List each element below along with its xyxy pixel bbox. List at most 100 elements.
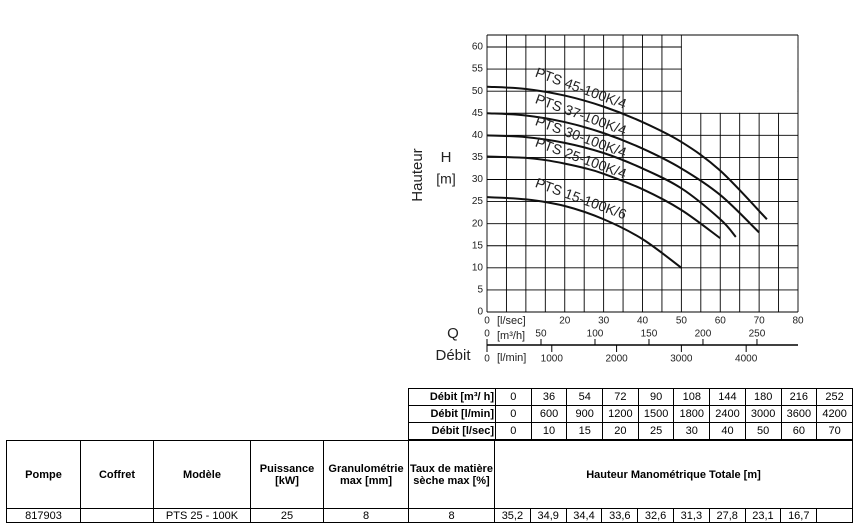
x2-tick-label: 0 — [484, 329, 490, 340]
x2-tick-label: 100 — [587, 329, 604, 340]
column-header: Coffret — [80, 440, 154, 509]
cell: 16,7 — [780, 508, 818, 523]
x3-tick-label: 4000 — [735, 354, 758, 365]
flow-header: Débit [l/sec] — [408, 422, 496, 440]
curve — [486, 85, 768, 220]
flow-cell: 3600 — [780, 405, 818, 423]
cell — [80, 508, 154, 523]
column-header: Pompe — [6, 440, 81, 509]
x-unit: [l/sec] — [497, 315, 526, 327]
y-tick-label: 5 — [477, 285, 483, 296]
flow-cell: 216 — [780, 388, 818, 406]
y-tick-label: 15 — [472, 240, 484, 251]
flow-cell: 600 — [530, 405, 568, 423]
cell: 25 — [250, 508, 324, 523]
blank-area — [681, 35, 798, 113]
y-tick-label: 35 — [472, 152, 484, 163]
flow-cell: 2400 — [709, 405, 746, 423]
x-tick-label: 0 — [484, 316, 490, 327]
x-tick-label: 20 — [559, 316, 571, 327]
chart: Hauteur H [m] Q Débit 0 5 10 15 20 25 30 35 40 45… — [409, 34, 804, 365]
x2-tick-label: 200 — [695, 329, 712, 340]
x2-tick-label: 50 — [535, 329, 547, 340]
curve-label: PTS 15-100K/6 — [533, 174, 629, 222]
flow-cell: 3000 — [744, 405, 782, 423]
x-tick-label: 80 — [792, 316, 804, 327]
x3-tick-label: 1000 — [541, 354, 564, 365]
curve — [486, 134, 737, 238]
flow-cell: 0 — [495, 422, 532, 440]
flow-cell: 0 — [495, 405, 532, 423]
cell: 31,3 — [672, 508, 710, 523]
y-tick-label: 60 — [472, 42, 484, 53]
y-tick-label: 20 — [472, 218, 484, 229]
curve — [486, 155, 721, 240]
flow-cell: 70 — [816, 422, 853, 440]
flow-cell: 15 — [566, 422, 604, 440]
flow-cell: 900 — [566, 405, 604, 423]
column-header: Hauteur Manométrique Totale [m] — [494, 440, 853, 509]
flow-cell: 40 — [709, 422, 746, 440]
cell: 23,1 — [744, 508, 782, 523]
cell: 817903 — [6, 508, 81, 523]
x3-tick-label: 0 — [484, 354, 490, 365]
y-tick-label: 55 — [472, 64, 484, 75]
cell: 34,9 — [529, 508, 567, 523]
y-tick-label: 10 — [472, 262, 484, 273]
x-tick-label: 50 — [676, 316, 688, 327]
x3-tick-label: 3000 — [670, 354, 693, 365]
x2-tick-label: 250 — [749, 329, 766, 340]
curve — [486, 196, 682, 269]
x3-unit: [l/min] — [497, 352, 526, 364]
column-header: Modèle — [153, 440, 251, 509]
y-tick-label: 40 — [472, 130, 484, 141]
flow-table: Débit [m³/ h] 0 36 54 72 90 108 144 180 216 252 Déb… — [408, 388, 853, 440]
y-tick-label: 0 — [477, 307, 483, 318]
pump-table: Pompe Coffret Modèle Puissance [kW] Granulom… — [6, 440, 853, 523]
flow-header: Débit [l/min] — [408, 405, 496, 423]
y-tick-label: 50 — [472, 86, 484, 97]
y-label: Hauteur — [409, 148, 426, 201]
x2-tick-label: 150 — [641, 329, 658, 340]
x-tick-label: 60 — [715, 316, 727, 327]
cell: 35,2 — [494, 508, 531, 523]
flow-cell: 1200 — [602, 405, 639, 423]
flow-cell: 1800 — [673, 405, 711, 423]
flow-cell: 20 — [602, 422, 639, 440]
x3-tick-label: 2000 — [605, 354, 628, 365]
column-header: Puissance [kW] — [250, 440, 324, 509]
cell: 27,8 — [708, 508, 746, 523]
cell: 8 — [323, 508, 409, 523]
cell: 32,6 — [637, 508, 674, 523]
y-tick-label: 30 — [472, 174, 484, 185]
flow-cell: 50 — [744, 422, 782, 440]
flow-cell: 180 — [744, 388, 782, 406]
y-tick-label: 25 — [472, 196, 484, 207]
x2-unit: [m³/h] — [497, 330, 525, 342]
y-tick-label: 45 — [472, 108, 484, 119]
flow-header: Débit [m³/ h] — [408, 388, 496, 406]
flow-cell: 36 — [530, 388, 568, 406]
cell: 8 — [408, 508, 495, 523]
cell — [816, 508, 853, 523]
flow-cell: 60 — [780, 422, 818, 440]
x-tick-label: 30 — [598, 316, 610, 327]
y-symbol: H — [441, 149, 452, 166]
flow-cell: 108 — [673, 388, 711, 406]
cell: 34,4 — [565, 508, 603, 523]
flow-cell: 4200 — [816, 405, 853, 423]
flow-cell: 252 — [816, 388, 853, 406]
flow-cell: 1500 — [637, 405, 675, 423]
x-symbol: Q — [447, 325, 459, 342]
cell: 33,6 — [601, 508, 639, 523]
flow-cell: 0 — [495, 388, 532, 406]
column-header: Taux de matière sèche max [%] — [408, 440, 495, 509]
x-tick-label: 40 — [637, 316, 649, 327]
flow-cell: 10 — [530, 422, 568, 440]
flow-cell: 72 — [602, 388, 639, 406]
flow-cell: 30 — [673, 422, 711, 440]
flow-cell: 144 — [709, 388, 746, 406]
flow-cell: 90 — [637, 388, 675, 406]
flow-cell: 25 — [637, 422, 675, 440]
